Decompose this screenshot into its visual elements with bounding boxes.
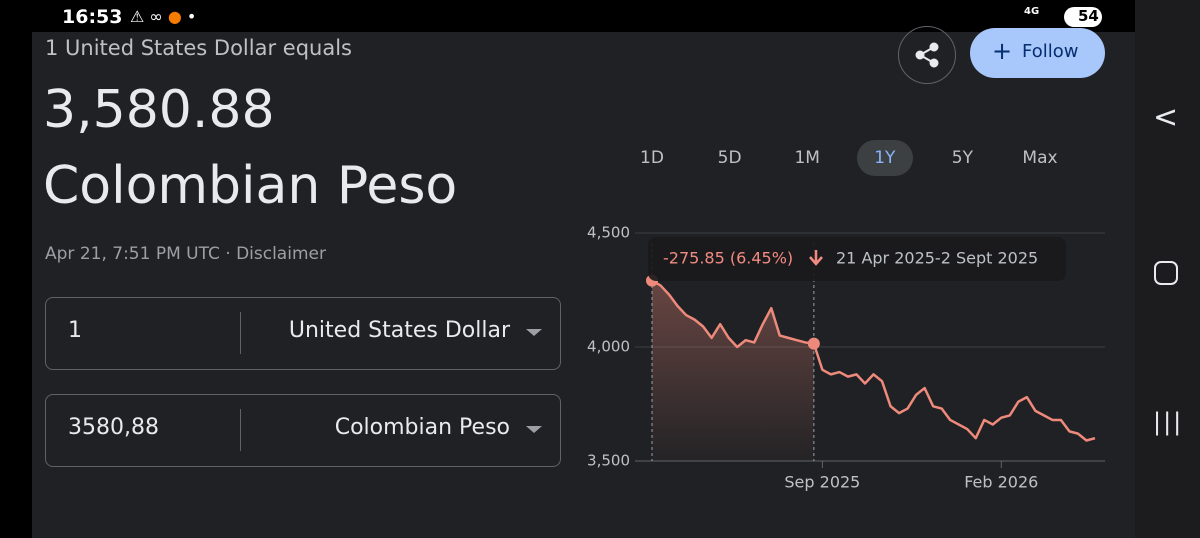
tooltip bbox=[648, 237, 1066, 281]
dropdown-arrow bbox=[526, 426, 542, 433]
nav-bar: < ||| bbox=[1135, 0, 1200, 538]
selection-point bbox=[807, 337, 820, 350]
amount-input[interactable]: 3580,88 Colombian Peso bbox=[45, 394, 561, 467]
y-tick-label: 4,500 bbox=[587, 224, 630, 242]
change-label: -275.85 (6.45%) bbox=[663, 249, 793, 268]
range-option[interactable]: 5D bbox=[717, 148, 742, 168]
timestamp[interactable]: Apr 21, 7:51 PM UTC · Disclaimer bbox=[45, 244, 326, 264]
home-button[interactable] bbox=[1154, 261, 1178, 285]
main-panel bbox=[32, 32, 1135, 538]
amount-input[interactable]: 1 United States Dollar bbox=[45, 297, 561, 370]
status-bar bbox=[0, 0, 1135, 32]
follow-label: Follow bbox=[1022, 41, 1079, 62]
follow-button[interactable]: + Follow bbox=[970, 28, 1105, 78]
divider bbox=[240, 312, 241, 354]
range-option[interactable]: 1M bbox=[794, 148, 820, 168]
battery bbox=[1064, 7, 1102, 27]
range-option[interactable]: 1Y bbox=[856, 140, 913, 176]
range-option[interactable]: Max bbox=[1022, 148, 1058, 168]
y-tick-label: 4,000 bbox=[587, 338, 630, 356]
dropdown-arrow bbox=[526, 329, 542, 336]
currency-select[interactable]: United States Dollar bbox=[288, 318, 510, 343]
line bbox=[651, 279, 1096, 442]
range-option[interactable]: 1D bbox=[640, 148, 664, 168]
status-time: 16:53 bbox=[62, 6, 123, 28]
down-arrow bbox=[809, 250, 823, 266]
share-icon bbox=[915, 42, 939, 68]
divider bbox=[240, 409, 241, 451]
currency-select[interactable]: Colombian Peso bbox=[334, 415, 510, 440]
x-tick-label: Sep 2025 bbox=[784, 473, 860, 492]
y-tick-label: 3,500 bbox=[587, 452, 630, 470]
selection-shade bbox=[652, 280, 814, 461]
range-option[interactable]: 5Y bbox=[951, 148, 973, 168]
target-currency: Colombian Peso bbox=[43, 156, 458, 216]
share-button[interactable] bbox=[898, 26, 956, 84]
amount-value: 1 bbox=[68, 318, 82, 343]
recents-button[interactable]: ||| bbox=[1153, 408, 1184, 436]
back-button[interactable]: < bbox=[1153, 100, 1179, 135]
subtitle: 1 United States Dollar equals bbox=[45, 36, 352, 60]
plus-icon: + bbox=[992, 37, 1013, 65]
status-icons: ⚠ ∞ ● • bbox=[130, 7, 197, 26]
network-type: 4G bbox=[1024, 6, 1040, 17]
battery-level: 54 bbox=[1078, 7, 1099, 25]
rate: 3,580.88 bbox=[43, 80, 275, 140]
amount-value: 3580,88 bbox=[68, 415, 159, 440]
range-label: 21 Apr 2025-2 Sept 2025 bbox=[836, 249, 1038, 268]
x-tick-label: Feb 2026 bbox=[964, 473, 1038, 492]
